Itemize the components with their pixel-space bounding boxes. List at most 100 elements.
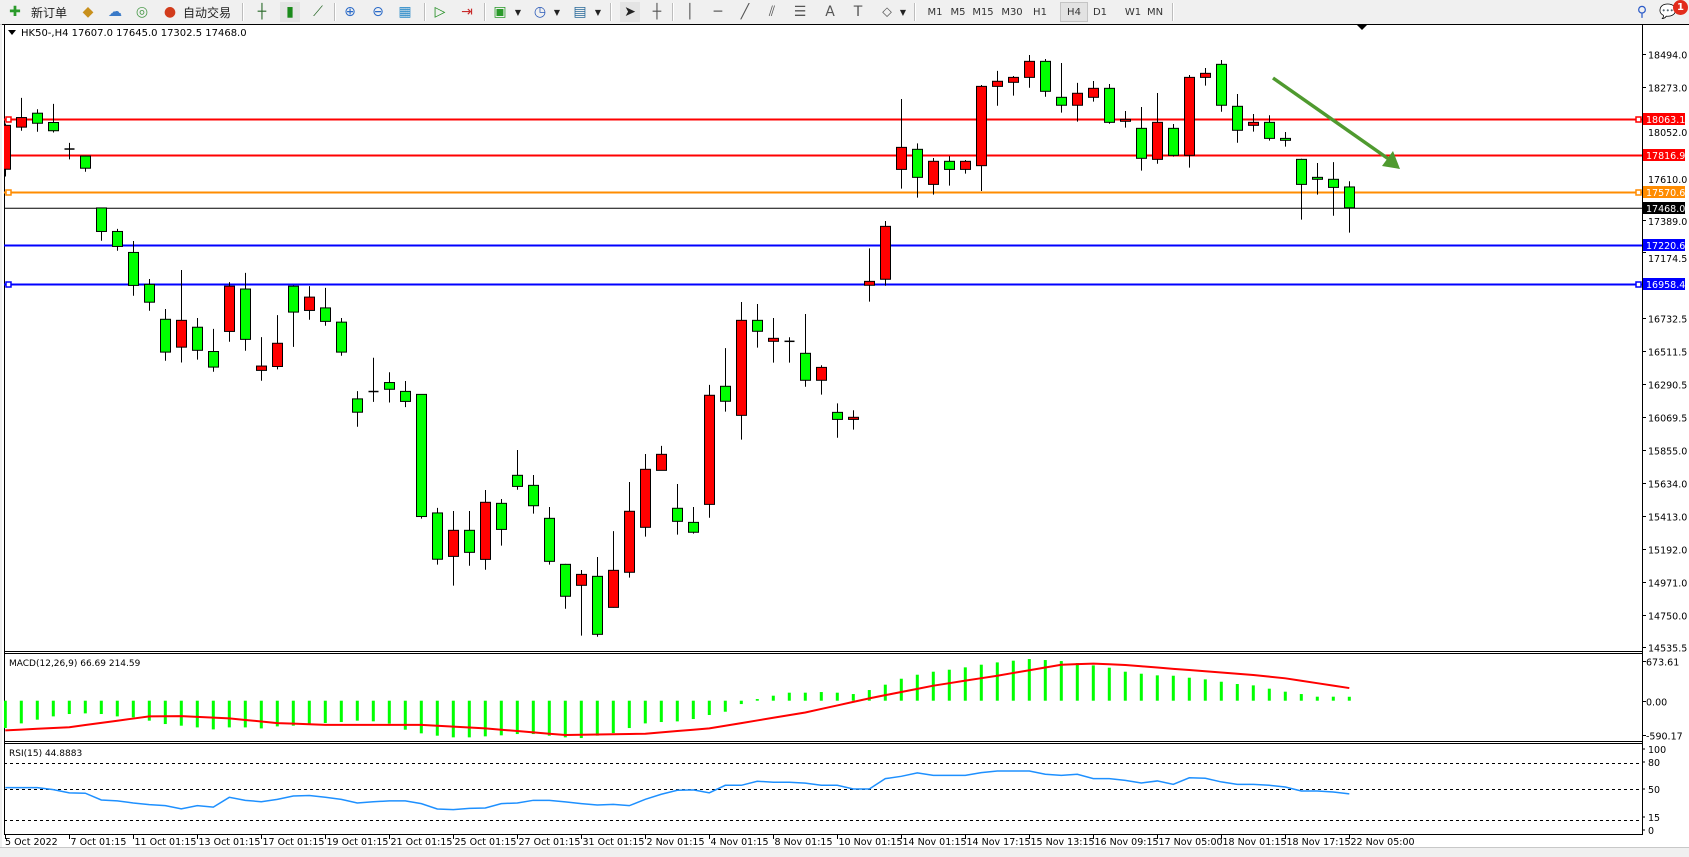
candle [48,103,59,133]
timeframe-m30[interactable]: M30 [1001,6,1023,18]
candle [432,507,443,565]
text-label-icon[interactable]: T [853,4,863,20]
candle [464,510,475,566]
time-axis-label: 18 Nov 17:15 [1287,837,1351,848]
chart-menu-triangle-icon[interactable] [8,30,16,35]
bar-chart-icon[interactable]: ┼ [257,4,267,20]
candle-body [1296,158,1307,185]
macd-histogram-bar [1187,677,1191,701]
line-anchor-handle[interactable] [1635,116,1642,123]
zoom-in-icon[interactable]: ⊕ [344,4,356,20]
macd-histogram-bar [1283,691,1287,701]
line-chart-icon[interactable]: ⟋ [313,4,323,20]
candle [960,159,971,174]
timeframe-h4[interactable]: H4 [1060,2,1088,22]
toolbar-separator [242,3,244,21]
fibonacci-channel-icon[interactable]: ⫽ [768,4,776,20]
candle-body [800,352,811,381]
candle-body [48,121,59,132]
periods-clock-icon[interactable]: ◷ [533,4,547,20]
candle [944,156,955,186]
macd-histogram-bar [1139,673,1143,701]
chart-shift-marker[interactable] [1357,25,1367,30]
line-anchor-handle[interactable] [5,116,12,123]
new-order-icon[interactable]: ✚ [9,4,21,20]
macd-histogram-bar [1251,685,1255,701]
horizontal-line-icon[interactable]: ─ [713,4,723,20]
crosshair-icon[interactable]: ┼ [652,4,662,20]
template-dropdown-icon[interactable]: ▼ [514,7,522,17]
trendline-icon[interactable]: ╱ [740,4,750,20]
line-anchor-handle[interactable] [1635,281,1642,288]
candlestick-icon[interactable]: ▮ [280,2,300,22]
candle [224,282,235,342]
macd-histogram-bar [467,700,471,738]
navigator-icon[interactable]: ☁ [108,4,122,20]
candle-body [128,251,139,286]
candle-body [192,326,203,351]
indicators-dropdown-icon[interactable]: ▼ [594,7,602,17]
shapes-dropdown-icon[interactable]: ▼ [899,7,907,17]
macd-histogram-bar [835,692,839,701]
auto-scroll-icon[interactable]: ▷ [434,4,446,20]
candle-body [992,80,1003,87]
candle [912,143,923,198]
macd-histogram-bar [1171,675,1175,701]
market-watch-icon[interactable]: ◆ [82,4,94,20]
price-tag-label: 16958.4 [1646,280,1685,291]
template-icon[interactable]: ▣ [493,4,507,20]
chat-icon[interactable]: 💬 [1659,4,1677,20]
shapes-icon[interactable]: ⬦ [882,4,892,20]
timeframe-d1[interactable]: D1 [1092,6,1108,18]
timeframe-m15[interactable]: M15 [972,6,994,18]
candle [848,410,859,430]
cursor-icon[interactable]: ➤ [620,2,640,22]
candle [1040,58,1051,97]
zoom-out-icon[interactable]: ⊖ [372,4,384,20]
periods-dropdown-icon[interactable]: ▼ [553,7,561,17]
candle [336,317,347,356]
chart-header: HK50-,H4 17607.0 17645.0 17302.5 17468.0 [21,28,247,39]
auto-trading-icon[interactable]: ● [163,4,177,20]
macd-histogram-bar [403,700,407,730]
candle-body [1264,121,1275,139]
timeframe-h1[interactable]: H1 [1033,6,1047,18]
candle [512,449,523,490]
trend-arrow[interactable] [1271,76,1400,169]
fibonacci-retracement-icon[interactable]: ☰ [793,4,807,20]
candle-body [1056,96,1067,106]
candle-body [864,280,875,286]
timeframe-m5[interactable]: M5 [950,6,966,18]
macd-histogram-bar [1107,667,1111,701]
chart-shift-icon[interactable]: ⇥ [461,4,473,20]
chart-background [2,24,1689,847]
timeframe-mn[interactable]: MN [1146,6,1164,18]
signals-icon[interactable]: ◎ [135,4,149,20]
candle-body [1328,178,1339,188]
candle-body [448,529,459,557]
indicators-icon[interactable]: ▤ [573,4,587,20]
line-anchor-handle[interactable] [5,189,12,196]
timeframe-w1[interactable]: W1 [1124,6,1142,18]
auto-trading-button[interactable]: 自动交易 [182,5,231,20]
candle-body [544,517,555,562]
macd-histogram-bar [803,692,807,701]
candle-body [848,416,859,420]
search-icon[interactable]: ⚲ [1636,4,1648,20]
macd-histogram-bar [787,692,791,701]
candle [192,317,203,360]
new-order-button[interactable]: 新订单 [30,5,67,20]
notification-badge[interactable]: 1 [1673,0,1688,15]
candle [768,317,779,363]
line-anchor-handle[interactable] [1635,189,1642,196]
vertical-line-icon[interactable]: │ [685,4,695,20]
text-icon[interactable]: A [825,4,835,20]
tile-windows-icon[interactable]: ▦ [398,4,412,20]
price-tag-background [1643,186,1685,198]
candle-body [16,117,27,128]
line-anchor-handle[interactable] [5,281,12,288]
timeframe-m1[interactable]: M1 [927,6,943,18]
time-axis-label: 4 Nov 01:15 [711,837,769,848]
candle [1152,92,1163,164]
